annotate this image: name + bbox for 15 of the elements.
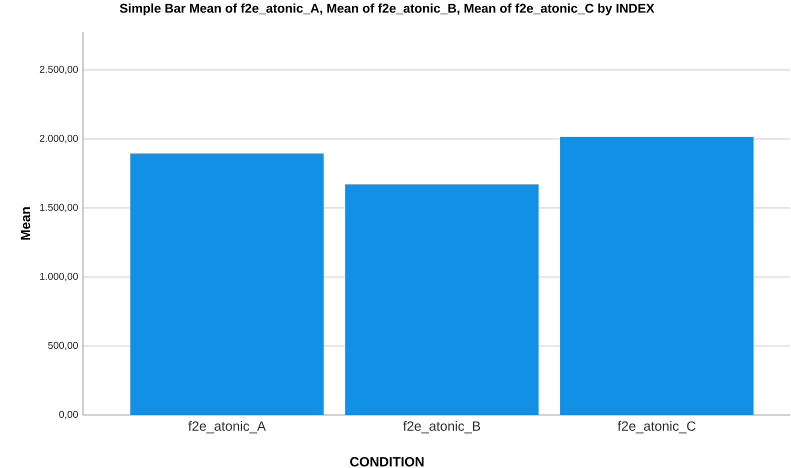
y-tick-label: 2.000,00 xyxy=(40,134,78,144)
x-axis-title: CONDITION xyxy=(350,457,424,466)
chart-title: Simple Bar Mean of f2e_atonic_A, Mean of f2e_atonic_B, Mean of f2e_atonic_C by INDEX xyxy=(120,3,654,16)
x-tick-label: f2e_atonic_C xyxy=(618,421,696,434)
bar xyxy=(345,184,539,415)
bar xyxy=(560,136,754,415)
y-tick-label: 500,00 xyxy=(48,342,78,350)
y-tick-label: 1.500,00 xyxy=(40,204,78,212)
y-axis-title: Mean xyxy=(20,207,30,240)
y-tick-label: 2.500,00 xyxy=(40,66,78,74)
x-tick-label: f2e_atonic_B xyxy=(403,421,480,434)
bar xyxy=(130,153,324,415)
x-tick-label: f2e_atonic_A xyxy=(188,421,266,434)
y-tick-label: 1.000,00 xyxy=(40,272,78,282)
y-tick-label: 0,00 xyxy=(59,410,78,420)
